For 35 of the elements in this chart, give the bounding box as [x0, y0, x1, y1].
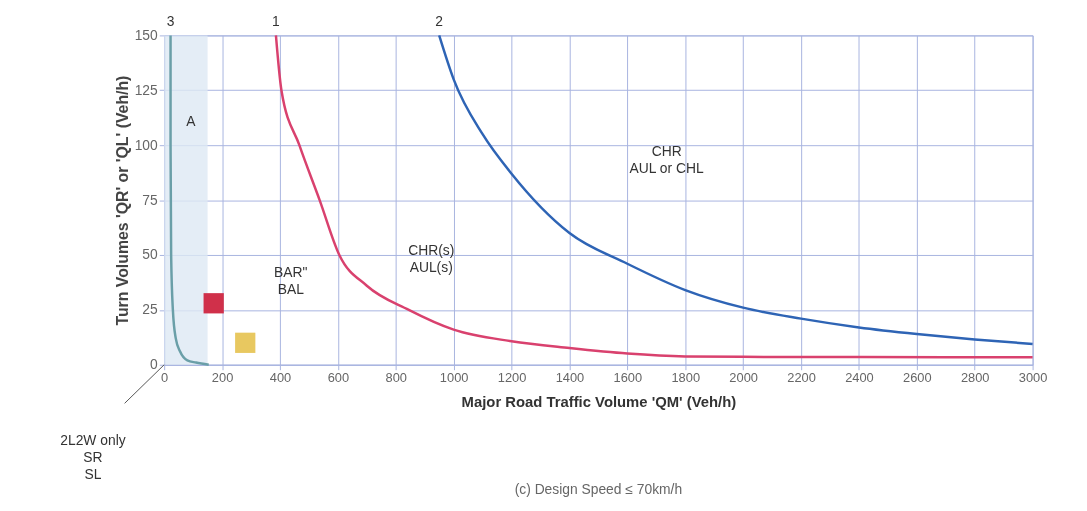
- annotation: A: [186, 113, 197, 130]
- x-tick-label: 2800: [960, 370, 990, 386]
- x-tick-label: 600: [327, 370, 350, 386]
- x-tick-label: 1400: [555, 370, 585, 386]
- x-tick-label: 1000: [439, 370, 469, 386]
- line-series: [274, 34, 1034, 359]
- x-tick-label: 1600: [613, 370, 643, 386]
- x-tick-label: 3000: [1018, 370, 1048, 386]
- x-axis-title: Major Road Traffic Volume 'QM' (Veh/h): [461, 393, 737, 410]
- annotation: BAR" BAL: [274, 263, 308, 297]
- text: (c) Design Speed ≤ 70km/h: [514, 481, 683, 498]
- y-axis-title: Turn Volumes 'QR' or 'QL' (Veh/h): [113, 75, 131, 326]
- y-tick-label: 100: [134, 136, 159, 153]
- y-tick-label: 150: [134, 26, 159, 43]
- x-tick-label: 2200: [787, 370, 816, 386]
- text: 2L2W only SR SL: [60, 431, 126, 482]
- x-tick-label: 800: [385, 370, 407, 386]
- annotation: CHR AUL or CHL: [629, 143, 704, 176]
- x-tick-label: 2400: [845, 370, 874, 386]
- x-tick-label: 1200: [497, 370, 527, 386]
- annotation: CHR(s) AUL(s): [408, 241, 455, 275]
- annotation: 1: [272, 12, 281, 29]
- y-tick-label: 125: [134, 81, 159, 98]
- x-tick-label: 1800: [671, 370, 701, 386]
- y-tick-label: 25: [142, 301, 159, 318]
- y-tick-label: 75: [142, 191, 159, 208]
- x-tick-label: 400: [269, 370, 292, 386]
- y-tick-label: 50: [142, 246, 159, 263]
- x-tick-label: 2600: [903, 370, 932, 386]
- annotation: 2: [435, 12, 444, 29]
- annotation: 3: [166, 12, 175, 29]
- y-tick-label: 0: [150, 356, 159, 373]
- x-tick-label: 2000: [729, 370, 758, 386]
- x-tick-label: 0: [161, 370, 169, 386]
- x-tick-label: 200: [211, 370, 234, 386]
